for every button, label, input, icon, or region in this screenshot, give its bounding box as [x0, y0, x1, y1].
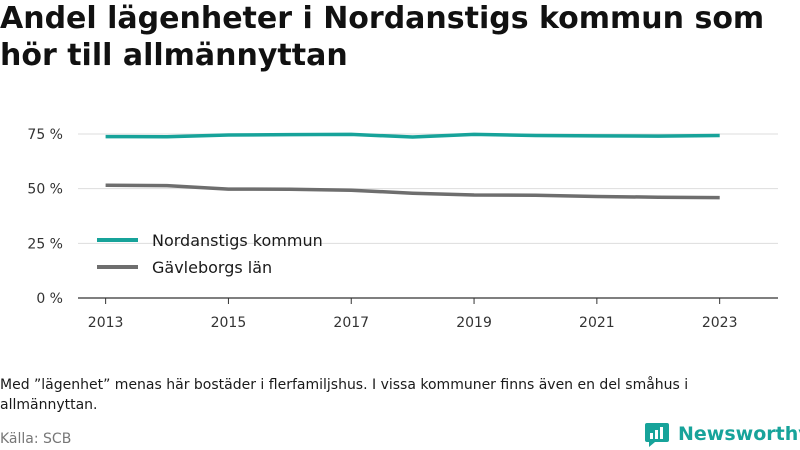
y-tick-label: 0 %	[36, 291, 63, 307]
series-line-nordanstigs-kommun	[105, 132, 720, 139]
newsworthy-logo-text: Newsworthy	[678, 423, 800, 445]
x-tick-label: 2021	[579, 315, 615, 331]
source-label: Källa: SCB	[0, 431, 72, 447]
x-tick-label: 2013	[88, 315, 124, 331]
x-tick-label: 2019	[456, 315, 492, 331]
legend-label: Nordanstigs kommun	[152, 231, 323, 250]
y-axis-tick-labels: 0 % 25 % 50 % 75 %	[27, 127, 63, 307]
footnote: Med ”lägenhet” menas här bostäder i fler…	[0, 377, 689, 413]
x-tick-label: 2023	[702, 315, 738, 331]
x-tick-label: 2015	[211, 315, 247, 331]
line-chart: 0 % 25 % 50 % 75 % 2013 2015 2017 2019 2021 2023…	[27, 127, 778, 331]
y-tick-label: 25 %	[27, 236, 63, 252]
chart-title: Andel lägenheter i Nordanstigs kommun so…	[0, 1, 765, 73]
y-tick-label: 50 %	[27, 182, 63, 198]
legend: Nordanstigs kommun Gävleborgs län	[97, 231, 323, 277]
newsworthy-logo: Newsworthy	[644, 420, 800, 448]
grid-lines	[78, 133, 778, 244]
x-axis: 2013 2015 2017 2019 2021 2023	[78, 297, 778, 331]
legend-label: Gävleborgs län	[152, 258, 272, 277]
newsworthy-logo-icon	[645, 423, 669, 447]
series-lines	[105, 132, 720, 200]
series-line-gavleborgs-lan	[105, 183, 720, 200]
y-tick-label: 75 %	[27, 127, 63, 143]
x-tick-label: 2017	[333, 315, 369, 331]
